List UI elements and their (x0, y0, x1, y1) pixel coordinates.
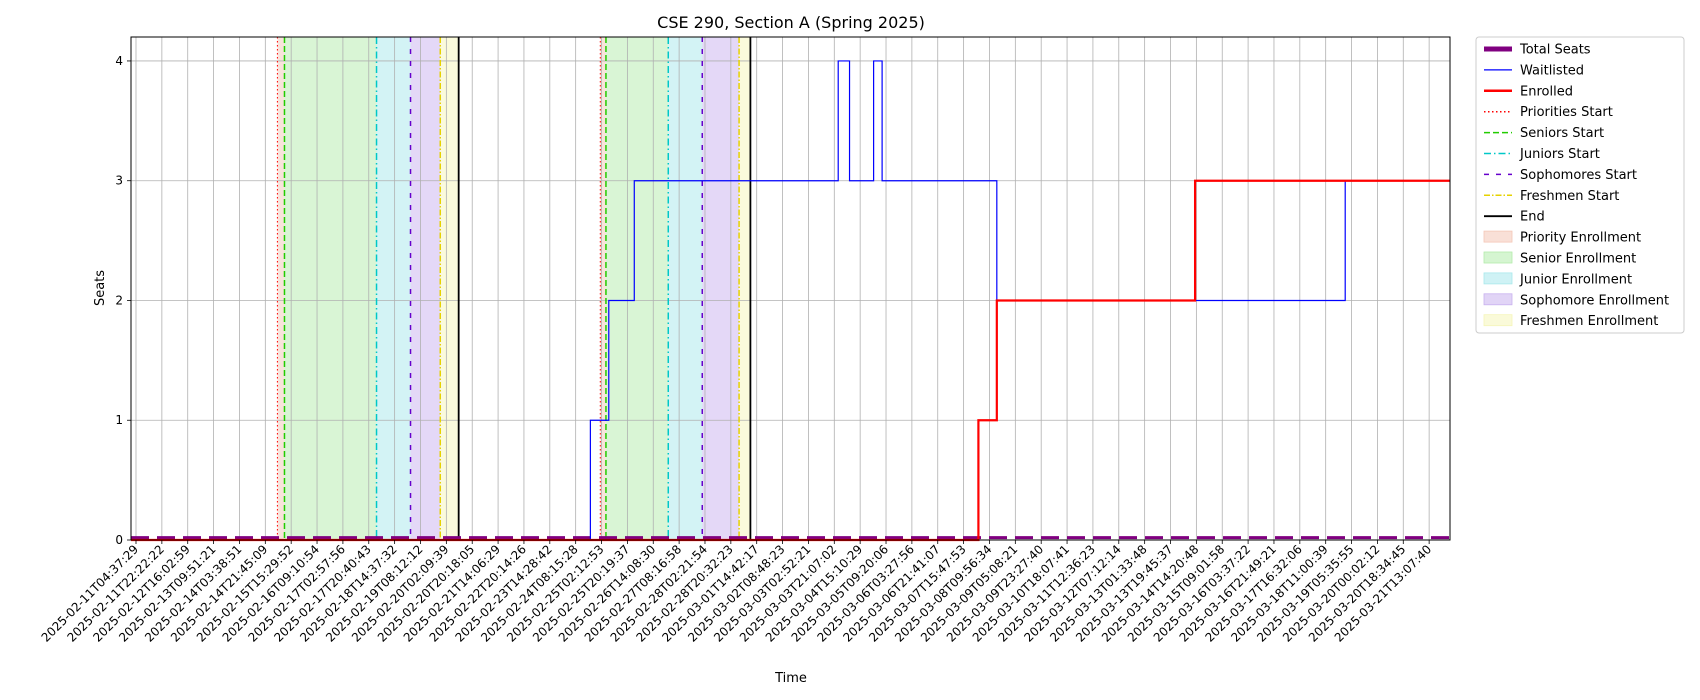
legend-box (1475, 36, 1685, 334)
legend: Total Seats Waitlisted Enrolled Priorities … (1475, 36, 1685, 334)
legend-entry: Priority Enrollment (1520, 231, 1641, 246)
plot-frame (130, 36, 1451, 541)
legend-swatch (1483, 251, 1513, 264)
y-tick-label: 3 (115, 174, 123, 188)
phase-band-8 (702, 37, 740, 540)
y-axis-label: Seats (93, 270, 108, 306)
y-axis-ticks: 0 1 2 3 4 (115, 54, 131, 547)
legend-entry: Waitlisted (1520, 63, 1584, 78)
phase-band-4 (440, 37, 459, 540)
phase-band-3 (410, 37, 441, 540)
legend-entry: Freshmen Start (1520, 189, 1619, 204)
phase-band-2 (376, 37, 411, 540)
x-axis-ticks: 2025-02-11T04:37:292025-02-11T22:22:2220… (39, 540, 1434, 645)
enrolled-series-line (131, 179, 1450, 542)
waitlisted-series-line (131, 60, 1450, 541)
phase-band-6 (605, 37, 669, 540)
phase-band-1 (284, 37, 377, 540)
chart-title: CSE 290, Section A (Spring 2025) (657, 13, 925, 32)
legend-entry: Sophomore Enrollment (1520, 293, 1669, 308)
legend-entry: Enrolled (1520, 84, 1573, 99)
phase-band-5 (600, 37, 606, 540)
legend-entry: Juniors Start (1519, 147, 1600, 162)
y-tick-label: 0 (115, 533, 123, 547)
y-tick-label: 2 (115, 293, 123, 307)
phase-band-0 (277, 37, 285, 540)
legend-entry: Senior Enrollment (1520, 252, 1636, 267)
legend-entry: Seniors Start (1520, 126, 1604, 141)
y-tick-label: 4 (115, 54, 123, 68)
legend-swatch (1483, 230, 1513, 243)
x-axis-label: Time (774, 671, 807, 686)
legend-entry: Sophomores Start (1520, 168, 1637, 183)
phase-band-7 (668, 37, 703, 540)
legend-entry: Junior Enrollment (1519, 272, 1632, 287)
legend-entry: Priorities Start (1520, 105, 1613, 120)
legend-entry: Total Seats (1519, 43, 1591, 58)
legend-swatch (1483, 272, 1513, 285)
legend-entry: End (1520, 210, 1545, 225)
y-tick-label: 1 (115, 413, 123, 427)
phase-band-9 (739, 37, 751, 540)
legend-swatch (1483, 293, 1513, 306)
phase-bands (277, 37, 751, 540)
series-lines (131, 60, 1450, 542)
phase-marker-lines (276, 37, 752, 540)
legend-swatch (1483, 314, 1513, 327)
legend-entry: Freshmen Enrollment (1520, 314, 1658, 329)
